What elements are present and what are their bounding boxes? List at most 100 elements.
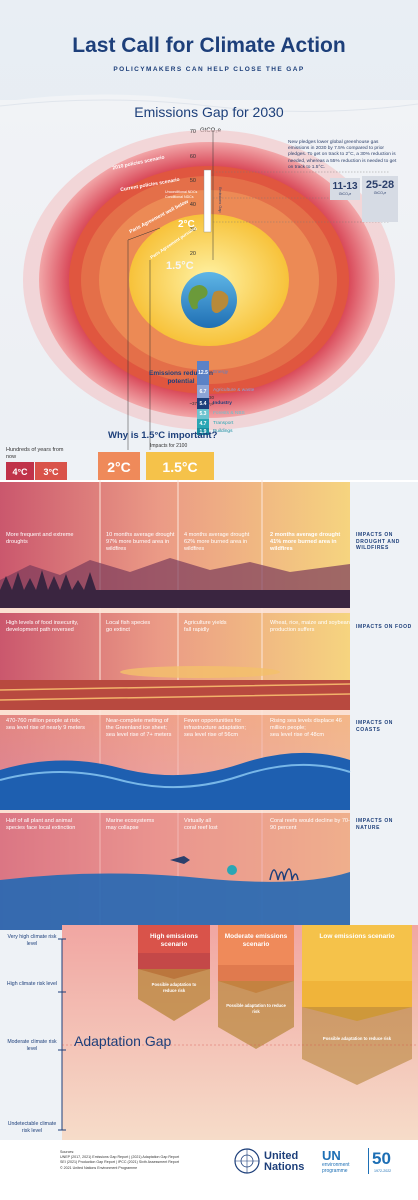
sources-line-1: UNEP (2017, 2021) Emissions Gap Report |… xyxy=(60,1155,180,1160)
drought-3c-b: 97% more burned area in wildfires xyxy=(106,539,170,552)
tick-30: 30 xyxy=(189,227,196,233)
possible-adaptation-high: Possible adaptation to reduce risk xyxy=(151,982,197,993)
impact-label-nature: IMPACTS ON NATURE xyxy=(356,818,394,831)
nature-4c: Half of all plant and animal species fac… xyxy=(6,818,76,831)
coasts-15c-a: Rising sea levels displace 46 million pe… xyxy=(270,718,342,731)
coasts-2c-a: Fewer opportunities for infrastructure a… xyxy=(184,718,246,731)
emissions-rings-diagram xyxy=(23,130,395,450)
potential-segment: 6.7 xyxy=(197,385,209,398)
nature-2c-a: Virtually all xyxy=(184,818,211,824)
potential-label: Agriculture & waste xyxy=(213,388,255,393)
sea-wave xyxy=(0,752,350,810)
nature-3c: Marine ecosystems may collapse xyxy=(106,818,176,832)
gap-2c-unit: GtCO₂e xyxy=(338,192,352,196)
sources: Sources: UNEP (2017, 2021) Emissions Gap… xyxy=(60,1150,179,1171)
risk-undetectable: Undetectable climate risk level xyxy=(7,1121,57,1134)
potential-label: Transport xyxy=(213,421,234,426)
label-15c: 1.5°C xyxy=(166,260,194,272)
gap-2c-box: 11-13 GtCO₂e xyxy=(330,178,360,200)
unep-sub-1: environment xyxy=(322,1162,350,1168)
coasts-2c-b: sea level rise of 56cm xyxy=(184,732,239,738)
logo-divider xyxy=(368,1148,369,1174)
food-2c-a: Agriculture yields xyxy=(184,620,227,626)
level-3c-header: 3°C xyxy=(35,462,67,482)
un-name-line-1: United xyxy=(264,1150,299,1162)
coasts-15c-b: sea level rise of 48cm xyxy=(270,732,325,738)
nature-2c: Virtually all coral reef lost xyxy=(184,818,260,832)
unep-logo-sub: environment programme xyxy=(322,1162,350,1174)
tick-40: 40 xyxy=(189,202,196,208)
un-emblem-icon xyxy=(234,1148,260,1174)
tick-20: 20 xyxy=(189,251,196,257)
food-15c-b: production suffers xyxy=(270,627,315,633)
risk-moderate: Moderate climate risk level xyxy=(7,1039,57,1052)
drought-15c-b: 41% more burned area in wildfires xyxy=(270,539,337,552)
coasts-4c: 470-760 million people at risk; sea leve… xyxy=(6,718,85,731)
nature-2c-b: coral reef lost xyxy=(184,825,218,831)
food-2c-b: fall rapidly xyxy=(184,627,210,633)
label-emissions-gap-bar: Emissions Gap xyxy=(218,187,222,213)
header-wave-decoration xyxy=(0,94,418,122)
potential-segment: 5.3 xyxy=(197,409,209,419)
gap-2c-value: 11-13 xyxy=(332,181,358,192)
fifty-anniversary: 50 xyxy=(372,1149,391,1168)
potential-title: Emissions reduction potential xyxy=(149,370,213,385)
drought-15c-a: 2 months average drought xyxy=(270,532,341,538)
globe-icon xyxy=(181,272,237,328)
food-15c-a: Wheat, rice, maize and soybean xyxy=(270,620,350,626)
tick-70: 70 xyxy=(189,129,196,135)
shark-icon xyxy=(170,856,190,864)
pledges-note: New pledges lower global greenhouse gas … xyxy=(288,140,397,170)
emissions-gap-bar xyxy=(203,169,212,233)
tick-60: 60 xyxy=(189,154,196,160)
level-2c-header: 2°C xyxy=(98,452,140,482)
drought-2c: 4 months average drought 62% more burned… xyxy=(184,532,260,553)
forest-silhouette xyxy=(0,570,350,608)
unep-logo-text: UN xyxy=(322,1148,341,1163)
potential-segment: 5.4 xyxy=(197,398,209,409)
nature-3c-b: may collapse xyxy=(106,825,139,831)
sources-line-2: SEI (2021) Production Gap Report | IPCC … xyxy=(60,1160,179,1165)
scenario-low: Low emissions scenario xyxy=(319,933,395,940)
nature-15c-a: Coral reefs would decline by 70-90 perce… xyxy=(270,818,350,831)
food-2c: Agriculture yields fall rapidly xyxy=(184,620,260,634)
food-3c: Local fish species go extinct xyxy=(106,620,176,634)
potential-segment: 4.7 xyxy=(197,419,209,428)
copyright: © 2021 United Nations Environment Progra… xyxy=(60,1165,138,1170)
drought-4c: More frequent and extreme droughts xyxy=(6,532,74,545)
gap-15c-box: 25-28 GtCO₂e xyxy=(362,176,398,222)
food-15c: Wheat, rice, maize and soybean productio… xyxy=(270,620,350,634)
potential-label: Energy xyxy=(213,370,229,375)
hundreds-label: Hundreds of years from now xyxy=(6,447,64,460)
page-title: Last Call for Climate Action xyxy=(72,34,346,57)
possible-adaptation-low: Possible adaptation to reduce risk xyxy=(322,1036,392,1041)
impact-label-food: IMPACTS ON FOOD xyxy=(356,624,412,630)
adaptation-gap-title: Adaptation Gap xyxy=(74,1033,172,1049)
drought-3c-a: 10 months average drought xyxy=(106,532,175,538)
un-name-line-2: Nations xyxy=(264,1161,305,1173)
label-2c: 2°C xyxy=(178,219,195,230)
food-3c-b: go extinct xyxy=(106,627,130,633)
impact-columns xyxy=(0,480,418,930)
impact-label-coasts: IMPACTS ON COASTS xyxy=(356,720,394,733)
tick-50: 50 xyxy=(189,178,196,184)
why-title: Why is 1.5°C important? xyxy=(108,430,218,441)
level-15c-header: 1.5°C xyxy=(146,452,214,482)
drought-2c-b: 62% more burned area in wildfires xyxy=(184,539,248,552)
sources-label: Sources: xyxy=(60,1150,75,1154)
potential-label: Forests & NBS xyxy=(213,411,245,416)
gap-15c-value: 25-28 xyxy=(365,179,395,191)
why-sub: Impacts for 2100 xyxy=(150,443,188,449)
fifty-years: 1972-2022 xyxy=(374,1169,392,1173)
adaptation-diagram xyxy=(58,925,418,1140)
potential-label: Buildings xyxy=(213,429,233,434)
drought-3c: 10 months average drought 97% more burne… xyxy=(106,532,176,553)
risk-high: High climate risk level xyxy=(6,981,58,987)
nature-15c: Coral reefs would decline by 70-90 perce… xyxy=(270,818,350,832)
potential-segment: 1.9 xyxy=(197,428,209,435)
label-conditional: Conditional NDCs xyxy=(165,195,194,199)
gap-15c-unit: GtCO₂e xyxy=(373,191,387,195)
scenario-high: High emissions scenario xyxy=(149,933,199,948)
page-subtitle: POLICYMAKERS CAN HELP CLOSE THE GAP xyxy=(113,66,305,73)
emissions-gap-title: Emissions Gap for 2030 xyxy=(134,104,284,120)
